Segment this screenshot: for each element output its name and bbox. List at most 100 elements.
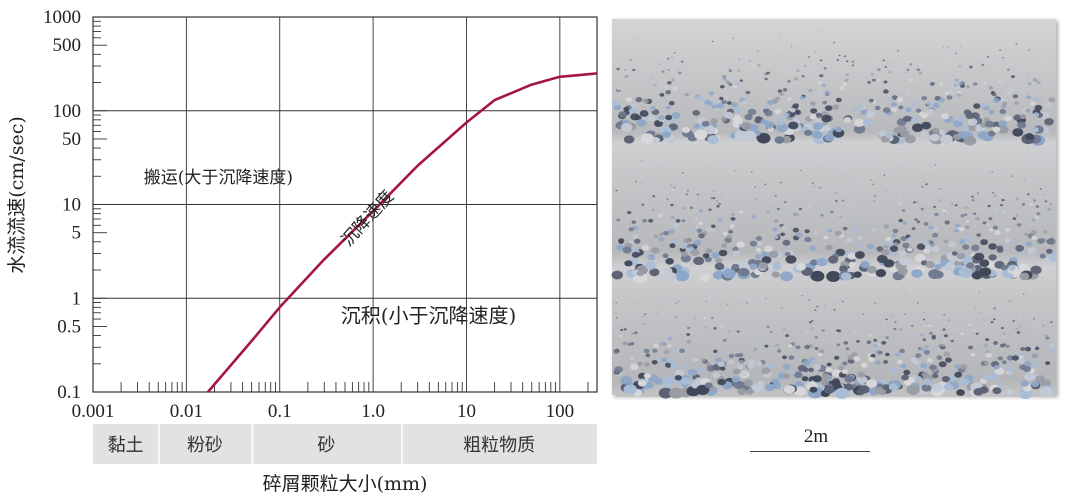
pebble (1049, 344, 1055, 348)
pebble (717, 378, 726, 386)
pebble (960, 214, 965, 218)
pebble (954, 228, 960, 233)
pebble (657, 115, 665, 121)
pebble (625, 96, 633, 103)
pebble (699, 209, 704, 213)
pebble (970, 353, 976, 357)
pebble (943, 339, 947, 343)
pebble (662, 253, 669, 258)
pebble (714, 262, 725, 271)
pebble (772, 263, 782, 271)
pebble (914, 218, 918, 221)
pebble (642, 35, 645, 37)
pebble (724, 237, 732, 243)
pebble (667, 57, 670, 60)
pebble (701, 120, 710, 127)
pebble (631, 332, 635, 336)
pebble (771, 271, 780, 278)
pebble (920, 131, 929, 138)
pebble (810, 108, 818, 114)
pebble (693, 217, 698, 221)
pebble (1005, 388, 1015, 395)
pebble (620, 376, 632, 385)
pebble (629, 59, 632, 62)
pebble (853, 124, 866, 134)
pebble (985, 222, 991, 227)
pebble (666, 272, 677, 281)
pebble (884, 66, 888, 68)
pebble (718, 202, 721, 205)
pebble (841, 369, 848, 375)
pebble (830, 302, 833, 305)
pebble (1020, 347, 1026, 351)
pebble (720, 366, 726, 371)
pebble (1045, 361, 1051, 365)
pebble (816, 305, 819, 308)
pebble (667, 358, 675, 364)
pebble (827, 209, 831, 212)
pebble (653, 343, 659, 348)
pebble (824, 133, 835, 142)
pebble (943, 239, 949, 244)
pebble (818, 80, 823, 84)
pebble (696, 95, 704, 101)
pebble (973, 388, 984, 396)
pebble (882, 59, 885, 62)
pebble (641, 244, 650, 251)
pebble (694, 129, 708, 140)
pebble (649, 268, 660, 277)
pebble (659, 341, 664, 346)
pebble (683, 238, 690, 244)
pebble (662, 131, 671, 138)
pebble (651, 360, 658, 365)
pebble (986, 178, 989, 181)
pebble (789, 369, 796, 375)
pebble (833, 42, 835, 44)
pebble (811, 359, 817, 364)
pebble (819, 74, 824, 78)
pebble (890, 107, 898, 112)
pebble (963, 185, 966, 187)
pebble (670, 362, 678, 369)
pebble (642, 98, 649, 104)
pebble (896, 97, 904, 103)
pebble (1032, 78, 1038, 82)
pebble (908, 62, 911, 64)
pebble (736, 364, 744, 370)
pebble (1009, 87, 1015, 92)
pebble (731, 376, 740, 383)
pebble (877, 78, 881, 82)
pebble (734, 353, 740, 358)
pebble (951, 251, 958, 256)
pebble (797, 364, 807, 372)
pebble (862, 313, 865, 316)
pebble (735, 82, 740, 86)
pebble (932, 232, 939, 238)
pebble (896, 49, 899, 52)
pebble (910, 102, 918, 107)
pebble (921, 384, 932, 392)
pebble (1012, 320, 1015, 322)
pebble (810, 259, 819, 266)
pebble (732, 85, 737, 89)
pebble (1015, 244, 1024, 252)
pebble (987, 372, 998, 381)
pebble (745, 90, 751, 95)
pebble (627, 70, 631, 73)
pebble (967, 235, 973, 240)
pebble (853, 271, 862, 278)
pebble (758, 262, 769, 270)
pebble (999, 49, 1001, 51)
pebble (1002, 56, 1005, 59)
pebble (1039, 188, 1042, 190)
pebble (642, 218, 647, 223)
pebble (728, 359, 734, 364)
pebble (834, 185, 837, 188)
pebble (686, 339, 692, 344)
pebble (852, 219, 857, 223)
pebble (973, 82, 978, 86)
pebble (853, 331, 858, 335)
pebble (918, 71, 923, 75)
pebble (938, 97, 945, 103)
pebble (728, 68, 732, 71)
